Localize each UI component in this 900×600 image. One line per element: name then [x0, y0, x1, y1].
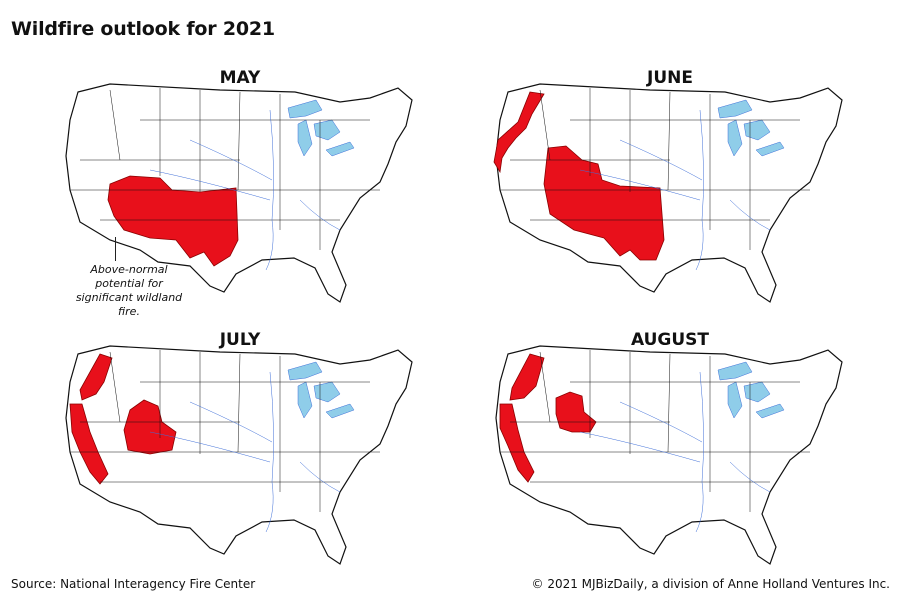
- great-lakes: [717, 361, 785, 419]
- great-lakes: [717, 99, 785, 157]
- great-lakes: [287, 361, 355, 419]
- us-map-may: [65, 83, 413, 303]
- fire-regions: [69, 353, 177, 485]
- us-outline: [495, 345, 843, 565]
- state-borders: [500, 350, 810, 512]
- map-label-june: JUNE: [647, 68, 693, 88]
- annotation-leader-line: [115, 237, 116, 261]
- map-panel-july: JULY: [40, 330, 440, 592]
- fire-regions: [493, 91, 665, 261]
- state-borders: [500, 88, 810, 250]
- page-title: Wildfire outlook for 2021: [11, 18, 275, 40]
- legend-annotation: Above-normal potential for significant w…: [75, 263, 183, 318]
- fire-regions: [107, 175, 239, 267]
- map-panel-june: JUNE: [470, 68, 870, 330]
- great-lakes: [287, 99, 355, 157]
- source-credit: Source: National Interagency Fire Center: [11, 577, 256, 591]
- rivers: [579, 371, 771, 533]
- map-label-august: AUGUST: [630, 330, 710, 350]
- state-borders: [70, 350, 380, 512]
- state-borders: [70, 88, 380, 250]
- map-panel-august: AUGUST: [470, 330, 870, 592]
- map-panel-may: MAY: [40, 68, 440, 330]
- us-map-june: [493, 83, 843, 303]
- us-outline: [65, 345, 413, 565]
- map-label-july: JULY: [219, 330, 261, 350]
- rivers: [149, 109, 341, 271]
- rivers: [149, 371, 341, 533]
- us-map-august: [495, 345, 843, 565]
- rivers: [579, 109, 771, 271]
- copyright-text: © 2021 MJBizDaily, a division of Anne Ho…: [531, 577, 891, 591]
- us-map-july: [65, 345, 413, 565]
- map-label-may: MAY: [219, 68, 261, 88]
